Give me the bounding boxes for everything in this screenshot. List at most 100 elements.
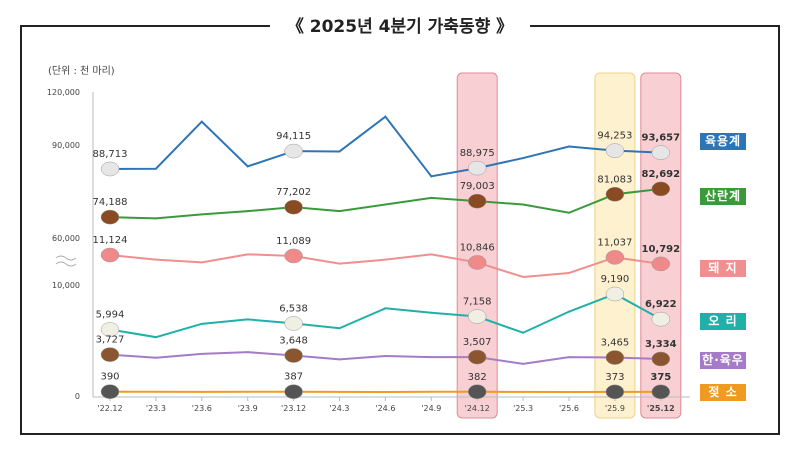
dairy-cow-icon: [100, 384, 120, 399]
data-label: 79,003: [460, 181, 495, 192]
data-point: [200, 352, 203, 355]
data-label: 375: [650, 372, 671, 383]
data-label: 11,089: [276, 236, 311, 247]
data-point: [384, 355, 387, 358]
y-tick-label: 60,000: [52, 234, 80, 243]
unit-label: (단위 : 천 마리): [48, 66, 115, 77]
data-label: 94,115: [276, 131, 311, 142]
data-point: [246, 351, 249, 354]
data-point: [430, 390, 433, 393]
dairy-cow-icon: [605, 384, 625, 400]
data-label: 6,538: [279, 303, 308, 314]
data-point: [430, 356, 433, 359]
x-tick-label: '25.12: [647, 404, 675, 413]
data-label: 387: [284, 372, 303, 383]
cow-icon: [284, 348, 303, 363]
legend-item: 한·육우: [700, 352, 746, 369]
data-label: 88,713: [93, 149, 128, 160]
x-tick-label: '23.12: [281, 404, 306, 413]
data-point: [154, 356, 157, 359]
duck-icon: [605, 286, 625, 302]
data-point: [430, 196, 433, 199]
data-point: [522, 362, 525, 365]
data-point: [246, 210, 249, 213]
cow-icon: [100, 347, 120, 362]
legend-item: 돼 지: [700, 260, 746, 277]
data-point: [430, 175, 433, 178]
x-tick-label: '23.6: [192, 404, 212, 413]
data-label: 88,975: [460, 148, 495, 159]
legend-item: 산란계: [700, 188, 746, 205]
duck-icon: [284, 316, 303, 331]
broiler-chicken-icon: [284, 143, 303, 159]
data-label: 5,994: [96, 309, 125, 320]
highlight-box: [456, 72, 498, 419]
broiler-chicken-icon: [467, 160, 487, 176]
data-point: [200, 213, 203, 216]
x-tick-label: '24.6: [375, 404, 395, 413]
data-point: [154, 336, 157, 339]
legend-item: 오 리: [700, 313, 746, 330]
data-point: [200, 261, 203, 264]
cow-icon: [651, 351, 671, 367]
data-point: [384, 390, 387, 393]
series-line-4: [109, 351, 661, 365]
cow-icon: [467, 349, 487, 365]
cow-icon: [605, 350, 625, 365]
data-point: [568, 211, 570, 214]
highlight-box: [640, 72, 682, 419]
series-line-2: [109, 253, 661, 279]
data-label: 9,190: [601, 274, 630, 285]
data-point: [338, 390, 341, 393]
data-label: 6,922: [645, 299, 677, 310]
data-point: [384, 115, 387, 118]
x-tick-label: '24.9: [421, 404, 441, 413]
data-label: 3,334: [645, 339, 677, 350]
data-label: 382: [468, 372, 487, 383]
data-point: [200, 120, 203, 123]
data-point: [338, 262, 341, 265]
y-tick-label: 120,000: [47, 88, 80, 97]
data-label: 94,253: [597, 131, 632, 142]
data-label: 373: [605, 372, 624, 383]
data-point: [200, 322, 203, 325]
series-line-0: [109, 115, 661, 178]
duck-icon: [651, 311, 671, 327]
x-tick-label: '24.12: [465, 404, 490, 413]
data-point: [154, 167, 157, 170]
chart-title-text: 《 2025년 4분기 가축동향 》: [272, 17, 528, 37]
data-point: [154, 258, 157, 261]
data-label: 82,692: [642, 169, 681, 180]
pig-icon: [467, 255, 487, 270]
data-point: [154, 217, 157, 220]
x-tick-label: '25.9: [605, 404, 625, 413]
data-label: 11,124: [93, 235, 128, 246]
duck-icon: [100, 322, 120, 337]
y-tick-label: 10,000: [52, 281, 80, 290]
data-point: [522, 390, 525, 393]
data-label: 10,792: [642, 244, 681, 255]
data-point: [568, 145, 570, 148]
data-point: [522, 203, 525, 206]
data-point: [246, 318, 249, 321]
x-tick-label: '23.3: [146, 404, 166, 413]
data-label: 77,202: [276, 187, 311, 198]
x-tick-label: '23.9: [238, 404, 258, 413]
data-point: [246, 253, 249, 256]
data-point: [246, 165, 249, 168]
x-tick-label: '25.6: [559, 404, 579, 413]
data-label: 93,657: [642, 133, 681, 144]
data-point: [522, 157, 525, 160]
x-tick-label: '22.12: [97, 404, 122, 413]
data-label: 74,188: [93, 197, 128, 208]
highlight-box: [594, 72, 636, 419]
legend-item: 젖 소: [700, 384, 746, 401]
pig-icon: [284, 248, 303, 264]
x-tick-label: '25.3: [513, 404, 533, 413]
hen-icon: [467, 193, 487, 209]
legend-item: 육용계: [700, 133, 746, 150]
hen-icon: [284, 199, 303, 215]
title-rule-right: [530, 25, 778, 27]
hen-icon: [100, 209, 120, 225]
dairy-cow-icon: [651, 384, 671, 400]
